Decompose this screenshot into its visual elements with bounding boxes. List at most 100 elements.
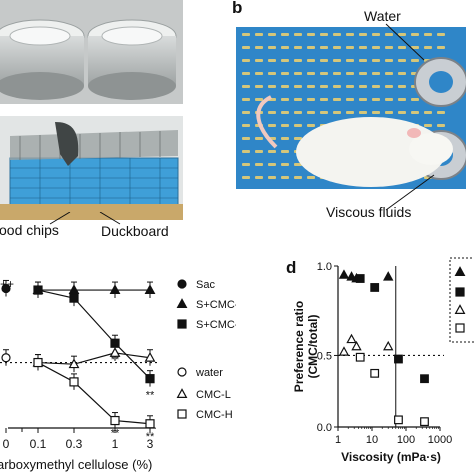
duckboard-slot [281,176,289,179]
duckboard-slot [242,33,250,36]
y-tick-label: 0.5 [317,350,332,362]
label-water: Water [364,8,401,24]
duckboard-slot [307,46,315,49]
x-tick-label: 1000 [428,434,452,446]
data-point [394,354,403,364]
duckboard-slot [268,176,276,179]
label-duckboard: Duckboard [101,223,169,239]
duckboard-slot [281,72,289,75]
duckboard-slot [411,111,419,114]
y-tick-label: 1.0 [317,261,332,273]
duckboard-slot [242,46,250,49]
data-point [69,293,79,303]
duckboard-slot [268,150,276,153]
duckboard-slot [281,98,289,101]
legend-marker [176,388,188,398]
data-point [110,415,120,426]
duckboard-slot [294,98,302,101]
data-point [351,340,362,351]
duckboard-slot [281,59,289,62]
duckboard-slot [398,111,406,114]
duckboard-slot [255,163,263,166]
data-point [1,353,11,363]
series-line [37,362,151,425]
duckboard-slot [242,124,250,127]
duckboard-slot [294,111,302,114]
duckboard-slot [307,176,315,179]
duckboard-slot [333,98,341,101]
duckboard-slot [372,85,380,88]
label-wood-chips: ood chips [0,222,59,238]
duckboard-slot [385,59,393,62]
duckboard-slot [411,59,419,62]
x-tick-label: 1 [112,437,119,451]
duckboard-slot [268,163,276,166]
data-point [346,333,357,344]
duckboard-slot [268,124,276,127]
duckboard-slot [437,33,445,36]
duckboard-slot [359,98,367,101]
duckboard-slot [307,33,315,36]
duckboard-slot [268,33,276,36]
duckboard-slot [281,137,289,140]
x-tick-label: 3 [147,437,154,451]
y-axis-label-units: (CMC/total) [306,315,320,379]
duckboard-slot [268,46,276,49]
duckboard-slot [255,176,263,179]
data-point [109,284,121,295]
duckboard-slot [372,72,380,75]
legend-marker [177,319,187,329]
duckboard-slot [320,98,328,101]
data-point [383,340,394,351]
duckboard-slot [294,72,302,75]
legend-label: Sac [196,279,215,291]
duckboard-slot [281,46,289,49]
duckboard-slot [385,33,393,36]
legend-marker [177,279,187,289]
label-viscous-fluids: Viscous fluids [326,204,412,220]
duckboard-slot [255,46,263,49]
data-point [144,284,156,295]
duckboard-slot [320,72,328,75]
data-point [69,377,79,387]
duckboard-slot [424,33,432,36]
legend-marker [176,298,188,309]
duckboard-slot [398,98,406,101]
data-point [33,357,43,368]
duckboard-slot [255,85,263,88]
significance-mark: ** [146,390,155,402]
duckboard-slot [398,33,406,36]
x-tick-label: 1 [335,434,341,446]
legend-marker [454,304,466,315]
duckboard-slot [320,33,328,36]
data-point [1,283,11,294]
duckboard-slot [346,85,354,88]
duckboard-slot [242,98,250,101]
duckboard-slot [281,124,289,127]
duckboard-slot [320,85,328,88]
significance-mark: ** [111,354,120,366]
x-tick-label: 0.1 [30,437,47,451]
duckboard-slot [437,124,445,127]
duckboard-slot [333,46,341,49]
data-point [383,271,394,281]
bottles-illustration [0,0,183,104]
duckboard-slot [307,124,315,127]
duckboard-slot [307,98,315,101]
duckboard-slot [307,85,315,88]
duckboard-illustration [236,27,466,189]
data-point [338,346,350,356]
cage-illustration [0,116,183,220]
duckboard-slot [333,85,341,88]
duckboard-slot [398,85,406,88]
series-line [37,289,151,380]
duckboard-slot [372,98,380,101]
duckboard-slot [281,163,289,166]
duckboard-slot [268,85,276,88]
duckboard-slot [307,72,315,75]
data-point [394,415,403,425]
photo-mouse-duckboard [236,27,466,189]
duckboard-slot [307,111,315,114]
duckboard-slot [294,176,302,179]
y-tick-label: 0.0 [317,422,332,434]
